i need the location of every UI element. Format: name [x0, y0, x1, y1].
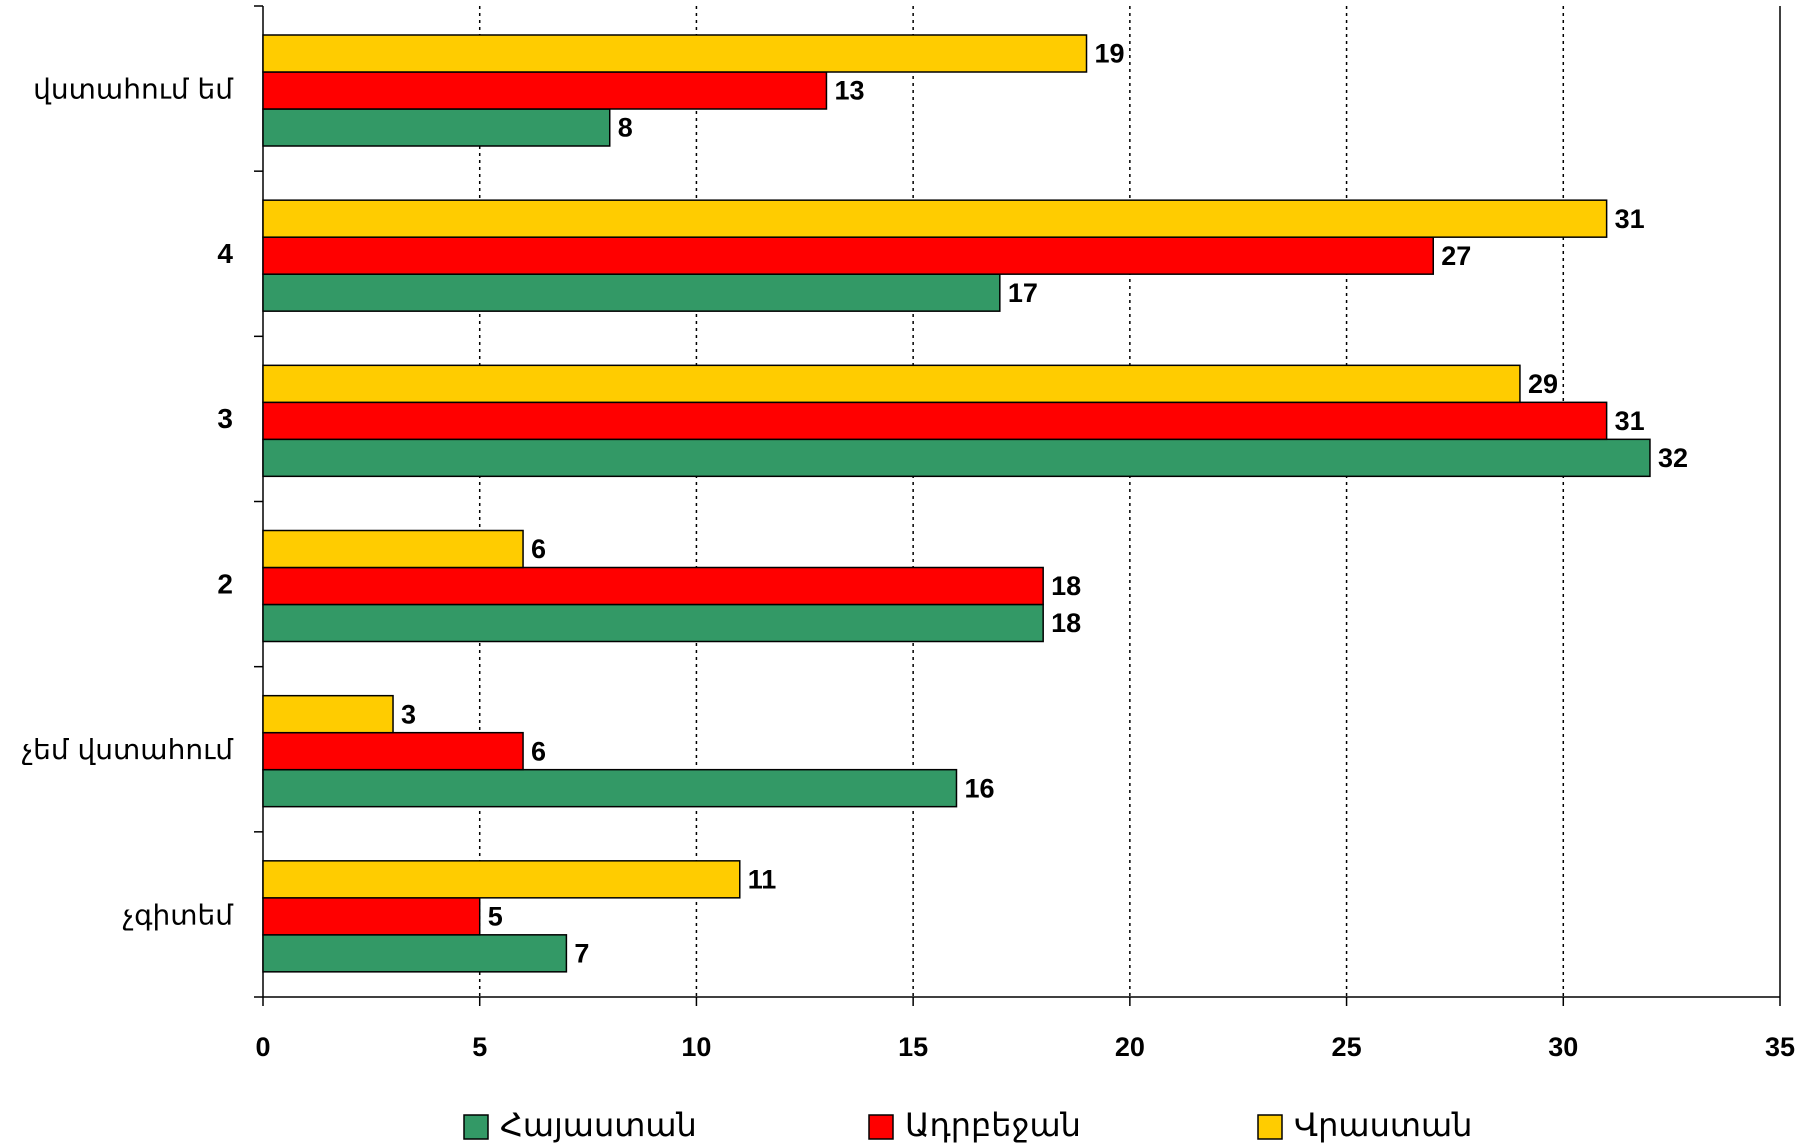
- bar: [262, 897, 481, 936]
- bar: [262, 236, 1435, 275]
- value-label: 11: [748, 864, 777, 894]
- value-label: 5: [488, 901, 503, 931]
- value-label: 16: [964, 773, 994, 803]
- bar: [262, 364, 1521, 404]
- legend-label: Հայաստան: [500, 1106, 697, 1144]
- bar: [262, 934, 568, 973]
- legend-swatch: [1257, 1114, 1283, 1140]
- value-label: 18: [1051, 608, 1081, 638]
- value-label: 19: [1095, 39, 1125, 69]
- category-label: չգիտեմ: [123, 898, 234, 931]
- category-label: 4: [217, 238, 233, 269]
- value-label: 32: [1658, 443, 1688, 473]
- x-tick-label: 0: [255, 1032, 270, 1062]
- bar: [262, 566, 1044, 606]
- value-label: 8: [618, 113, 633, 143]
- x-tick-label: 15: [898, 1032, 928, 1062]
- value-label: 13: [834, 76, 864, 106]
- x-tick-label: 35: [1765, 1032, 1795, 1062]
- bar: [262, 438, 1651, 478]
- value-label: 7: [574, 938, 589, 968]
- value-label: 6: [531, 736, 546, 766]
- bar: [262, 529, 524, 569]
- category-label: չեմ վստահում: [22, 733, 234, 766]
- value-label: 18: [1051, 571, 1081, 601]
- bar: [262, 71, 828, 110]
- bar: [262, 108, 611, 147]
- bar: [262, 603, 1044, 643]
- x-tick-label: 25: [1332, 1032, 1362, 1062]
- legend-label: Վրաստան: [1294, 1106, 1472, 1144]
- value-label: 3: [401, 699, 416, 729]
- bar: [262, 401, 1608, 441]
- legend-label: Ադրբեջան: [905, 1106, 1081, 1144]
- legend-swatch: [868, 1114, 894, 1140]
- x-tick-label: 30: [1548, 1032, 1578, 1062]
- category-label: 2: [217, 568, 233, 599]
- bar: [262, 34, 1088, 73]
- value-label: 31: [1615, 406, 1645, 436]
- x-tick-label: 20: [1115, 1032, 1145, 1062]
- value-label: 27: [1441, 241, 1471, 271]
- category-label: վստահում եմ: [33, 73, 234, 106]
- value-label: 29: [1528, 369, 1558, 399]
- value-label: 6: [531, 534, 546, 564]
- value-label: 31: [1615, 204, 1645, 234]
- bar: [262, 731, 524, 771]
- value-label: 17: [1008, 278, 1038, 308]
- legend-swatch: [463, 1114, 489, 1140]
- bar: [262, 199, 1608, 238]
- bar: [262, 273, 1001, 312]
- bar: [262, 860, 741, 899]
- x-tick-label: 5: [472, 1032, 487, 1062]
- bar: [262, 694, 394, 734]
- x-tick-label: 10: [681, 1032, 711, 1062]
- bar: [262, 768, 958, 808]
- category-label: 3: [217, 403, 233, 434]
